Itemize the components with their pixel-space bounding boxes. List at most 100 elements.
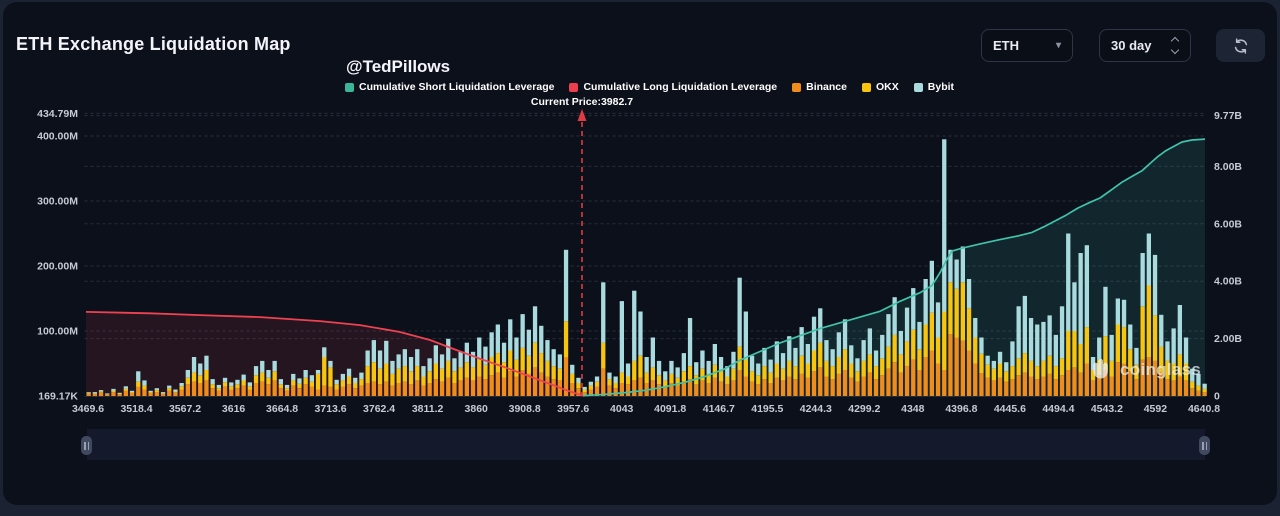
liquidation-bar-segment: [663, 386, 668, 396]
liquidation-bar-segment: [700, 380, 705, 396]
datazoom-right-handle[interactable]: [1199, 436, 1210, 455]
liquidation-bar-segment: [749, 355, 755, 372]
liquidation-bar-segment: [731, 368, 736, 381]
liquidation-bar-segment: [346, 384, 352, 396]
liquidation-bar-segment: [532, 367, 538, 396]
liquidation-bar-segment: [427, 358, 432, 372]
liquidation-bar-segment: [421, 385, 426, 396]
x-axis-tick: 4195.5: [751, 403, 783, 415]
liquidation-bar-segment: [446, 377, 451, 396]
liquidation-bar-segment: [669, 383, 674, 396]
liquidation-bar-segment: [402, 366, 407, 382]
liquidation-bar-segment: [960, 340, 965, 397]
liquidation-bar-segment: [632, 290, 637, 361]
liquidation-bar-segment: [1090, 370, 1096, 381]
liquidation-bar-segment: [117, 393, 122, 395]
liquidation-bar-segment: [1165, 360, 1170, 380]
liquidation-bar-segment: [694, 362, 699, 376]
datazoom-left-handle[interactable]: [81, 436, 92, 455]
liquidation-bar-segment: [805, 363, 810, 378]
liquidation-bar-segment: [408, 384, 414, 396]
liquidation-bar-segment: [917, 321, 922, 350]
liquidation-bar-segment: [929, 312, 934, 351]
liquidation-bar-segment: [167, 388, 172, 391]
liquidation-bar-segment: [136, 381, 141, 387]
liquidation-bar-segment: [520, 347, 525, 370]
liquidation-bar-segment: [1072, 367, 1077, 396]
liquidation-bar-segment: [272, 371, 277, 381]
symbol-select[interactable]: ETH ▾: [981, 29, 1073, 62]
liquidation-bar-segment: [780, 380, 786, 396]
liquidation-bar-segment: [570, 373, 575, 383]
liquidation-bar-segment: [179, 386, 184, 390]
liquidation-bar-segment: [402, 381, 407, 396]
liquidation-bar-segment: [291, 373, 296, 381]
liquidation-bar-segment: [526, 355, 531, 374]
period-select-value: 30 day: [1111, 38, 1152, 53]
liquidation-bar-segment: [594, 381, 600, 387]
period-select[interactable]: 30 day: [1099, 29, 1191, 62]
liquidation-bar-segment: [880, 334, 885, 359]
x-axis-tick: 4445.6: [994, 403, 1026, 415]
liquidation-bar-segment: [582, 389, 587, 393]
liquidation-bar-segment: [328, 386, 333, 396]
liquidation-bar-segment: [687, 318, 693, 367]
legend-item-binance[interactable]: Binance: [792, 81, 847, 93]
legend-item-long-leverage[interactable]: Cumulative Long Liquidation Leverage: [569, 81, 777, 93]
liquidation-bar-segment: [446, 338, 451, 361]
liquidation-bar-segment: [625, 384, 631, 396]
refresh-button[interactable]: [1216, 29, 1265, 62]
liquidation-bar-segment: [917, 370, 922, 396]
liquidation-bar-segment: [129, 393, 135, 396]
x-axis-tick: 4348: [901, 403, 925, 415]
liquidation-bar-segment: [718, 381, 724, 396]
liquidation-bar-segment: [861, 376, 866, 396]
x-axis-tick: 3567.2: [169, 403, 201, 415]
liquidation-bar-segment: [117, 394, 122, 397]
liquidation-bar-segment: [284, 390, 290, 396]
liquidation-bar-segment: [570, 364, 575, 374]
liquidation-bar-segment: [613, 376, 618, 383]
liquidation-bar-segment: [371, 340, 376, 363]
liquidation-bar-segment: [1084, 245, 1089, 328]
liquidation-bar-segment: [644, 372, 649, 383]
x-axis-tick: 4146.7: [703, 403, 735, 415]
liquidation-bar-segment: [365, 366, 370, 383]
liquidation-bar-segment: [495, 324, 500, 354]
liquidation-bar-segment: [725, 366, 730, 377]
datazoom-track[interactable]: [87, 429, 1205, 460]
liquidation-bar-segment: [346, 376, 352, 385]
liquidation-bar-segment: [619, 383, 624, 396]
liquidation-bar-segment: [123, 386, 128, 389]
legend-item-short-leverage[interactable]: Cumulative Short Liquidation Leverage: [345, 81, 554, 93]
legend-item-okx[interactable]: OKX: [862, 81, 899, 93]
liquidation-bar-segment: [836, 357, 841, 374]
liquidation-bar-segment: [607, 379, 612, 386]
liquidation-bar-segment: [743, 376, 748, 396]
liquidation-bar-segment: [408, 357, 414, 372]
liquidation-bar-segment: [160, 392, 166, 394]
liquidation-bar-segment: [86, 392, 91, 394]
liquidation-bar-segment: [532, 306, 538, 343]
liquidation-bar-segment: [303, 384, 308, 396]
liquidation-bar-segment: [1128, 371, 1133, 396]
liquidation-bar-segment: [607, 385, 612, 396]
liquidation-bar-segment: [1171, 363, 1176, 381]
liquidation-bar-segment: [136, 371, 141, 382]
liquidation-bar-segment: [867, 328, 872, 355]
liquidation-bar-segment: [656, 360, 662, 376]
liquidation-bar-segment: [1115, 362, 1120, 396]
liquidation-bar-segment: [1047, 373, 1052, 396]
liquidation-bar-segment: [700, 368, 705, 381]
liquidation-bar-segment: [1004, 371, 1009, 382]
liquidation-bar-segment: [1165, 379, 1170, 396]
x-axis-tick: 4043: [610, 403, 634, 415]
liquidation-bar-segment: [278, 379, 283, 385]
liquidation-bar-segment: [1084, 363, 1089, 396]
liquidation-bar-segment: [1022, 295, 1027, 354]
liquidation-bar-segment: [1004, 362, 1009, 372]
liquidation-bar-segment: [619, 301, 624, 373]
legend-item-bybit[interactable]: Bybit: [913, 81, 954, 93]
liquidation-bar-segment: [433, 379, 438, 396]
